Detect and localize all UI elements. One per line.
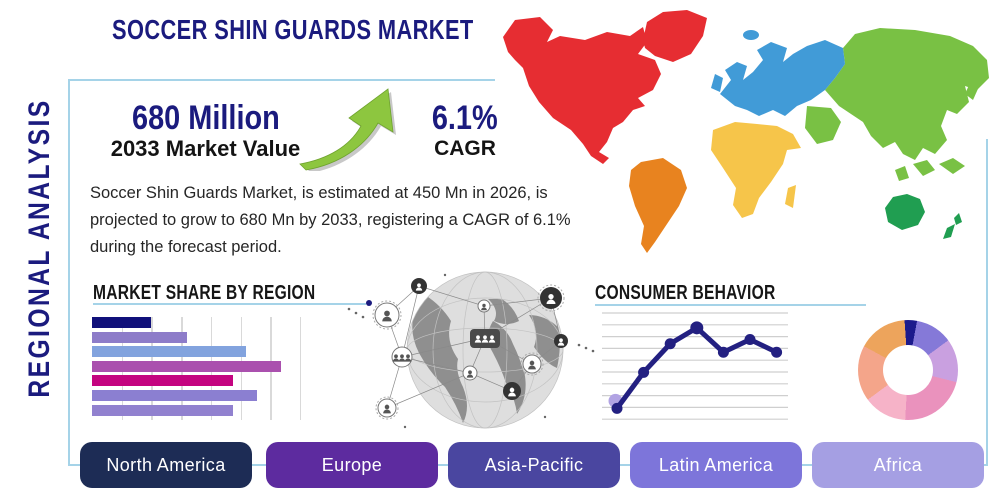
bar-region-7: [92, 404, 233, 416]
arrow-body: [299, 88, 394, 171]
region-button-africa[interactable]: Africa: [812, 442, 984, 488]
line-point-2: [638, 366, 650, 378]
bar-region-2: [92, 331, 187, 343]
consumer-behavior-underline: [595, 304, 866, 306]
market-value-caption: 2033 Market Value: [110, 136, 301, 161]
line-point-4: [690, 321, 704, 335]
region-button-north-america[interactable]: North America: [80, 442, 252, 488]
cagr-stat: 6.1%: [432, 99, 498, 137]
line-point-7: [771, 346, 783, 358]
region-button-europe[interactable]: Europe: [266, 442, 438, 488]
line-point-6: [744, 334, 756, 345]
region-button-latin-america[interactable]: Latin America: [630, 442, 802, 488]
region-button-row: North America Europe Asia-Pacific Latin …: [0, 442, 1000, 488]
bar-region-5: [92, 375, 233, 387]
side-label-regional-analysis: REGIONAL ANALYSIS: [23, 98, 56, 398]
line-point-5: [717, 346, 729, 358]
donut-hole: [883, 345, 933, 395]
page-title: SOCCER SHIN GUARDS MARKET: [112, 14, 474, 45]
bar-region-6: [92, 389, 257, 401]
market-value-stat: 680 Million: [131, 99, 280, 137]
bar-chart: [92, 317, 312, 420]
cagr-caption: CAGR: [434, 137, 496, 160]
bar-region-3: [92, 346, 246, 358]
region-button-asia-pacific[interactable]: Asia-Pacific: [448, 442, 620, 488]
market-share-underline: [93, 303, 366, 305]
underline-end-dot: [366, 300, 372, 306]
growth-arrow-icon: [298, 86, 398, 173]
market-share-heading: MARKET SHARE BY REGION: [93, 282, 316, 304]
line-point-1: [611, 402, 623, 414]
consumer-behavior-heading: CONSUMER BEHAVIOR: [595, 282, 776, 304]
bar-region-4: [92, 360, 282, 372]
line-chart: [602, 312, 788, 420]
bar-region-1: [92, 317, 152, 328]
bar-gridline: [299, 317, 302, 420]
market-description: Soccer Shin Guards Market, is estimated …: [90, 184, 571, 256]
line-point-3: [664, 338, 676, 350]
